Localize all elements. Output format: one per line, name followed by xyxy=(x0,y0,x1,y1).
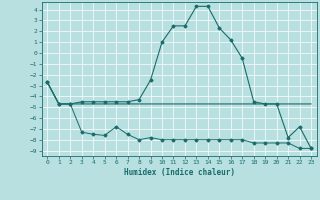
X-axis label: Humidex (Indice chaleur): Humidex (Indice chaleur) xyxy=(124,168,235,177)
